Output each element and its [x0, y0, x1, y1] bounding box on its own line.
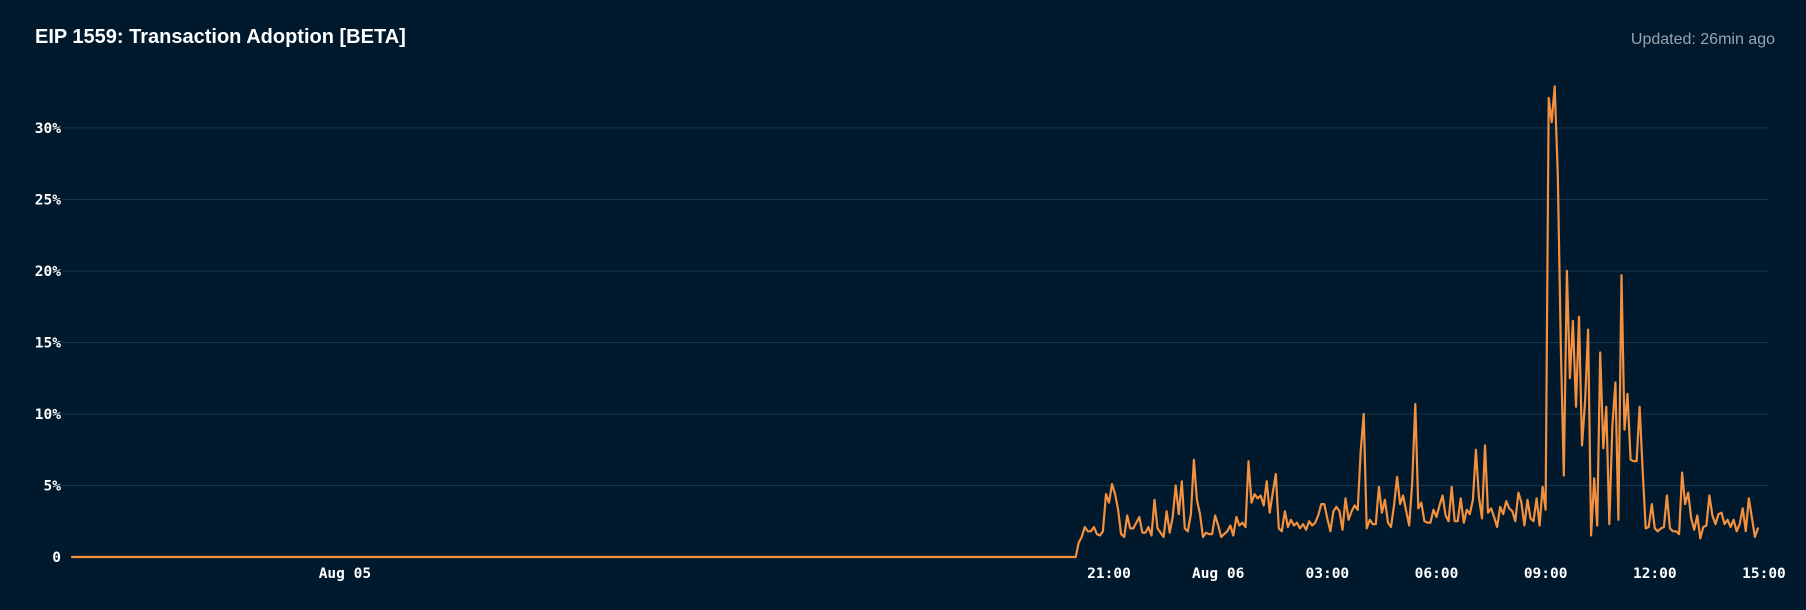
- x-tick-label: 06:00: [1415, 566, 1459, 582]
- series-layer: [70, 85, 1759, 559]
- x-tick-label: 09:00: [1524, 566, 1568, 582]
- y-tick-label: 15%: [35, 335, 61, 351]
- y-axis-labels: 0 5% 10% 15% 20% 25% 30%: [35, 121, 61, 566]
- x-tick-label: 15:00: [1742, 566, 1786, 582]
- series-line: [70, 85, 1759, 559]
- x-tick-label: Aug 06: [1192, 566, 1244, 582]
- y-tick-label: 5%: [44, 478, 62, 494]
- y-tick-label: 10%: [35, 407, 61, 423]
- y-tick-label: 30%: [35, 121, 61, 137]
- panel-title: EIP 1559: Transaction Adoption [BETA]: [35, 26, 406, 48]
- y-tick-label: 25%: [35, 192, 61, 208]
- updated-timestamp: Updated: 26min ago: [1630, 31, 1775, 48]
- x-axis-labels: Aug 05 21:00 Aug 06 03:00 06:00 09:00 12:00 15:…: [319, 566, 1786, 582]
- x-tick-label: 03:00: [1306, 566, 1350, 582]
- y-tick-label: 0: [52, 550, 61, 566]
- x-tick-label: 21:00: [1087, 566, 1131, 582]
- x-tick-label: 12:00: [1633, 566, 1677, 582]
- y-tick-label: 20%: [35, 264, 61, 280]
- x-tick-label: Aug 05: [319, 566, 371, 582]
- grid-lines: [62, 127, 1768, 486]
